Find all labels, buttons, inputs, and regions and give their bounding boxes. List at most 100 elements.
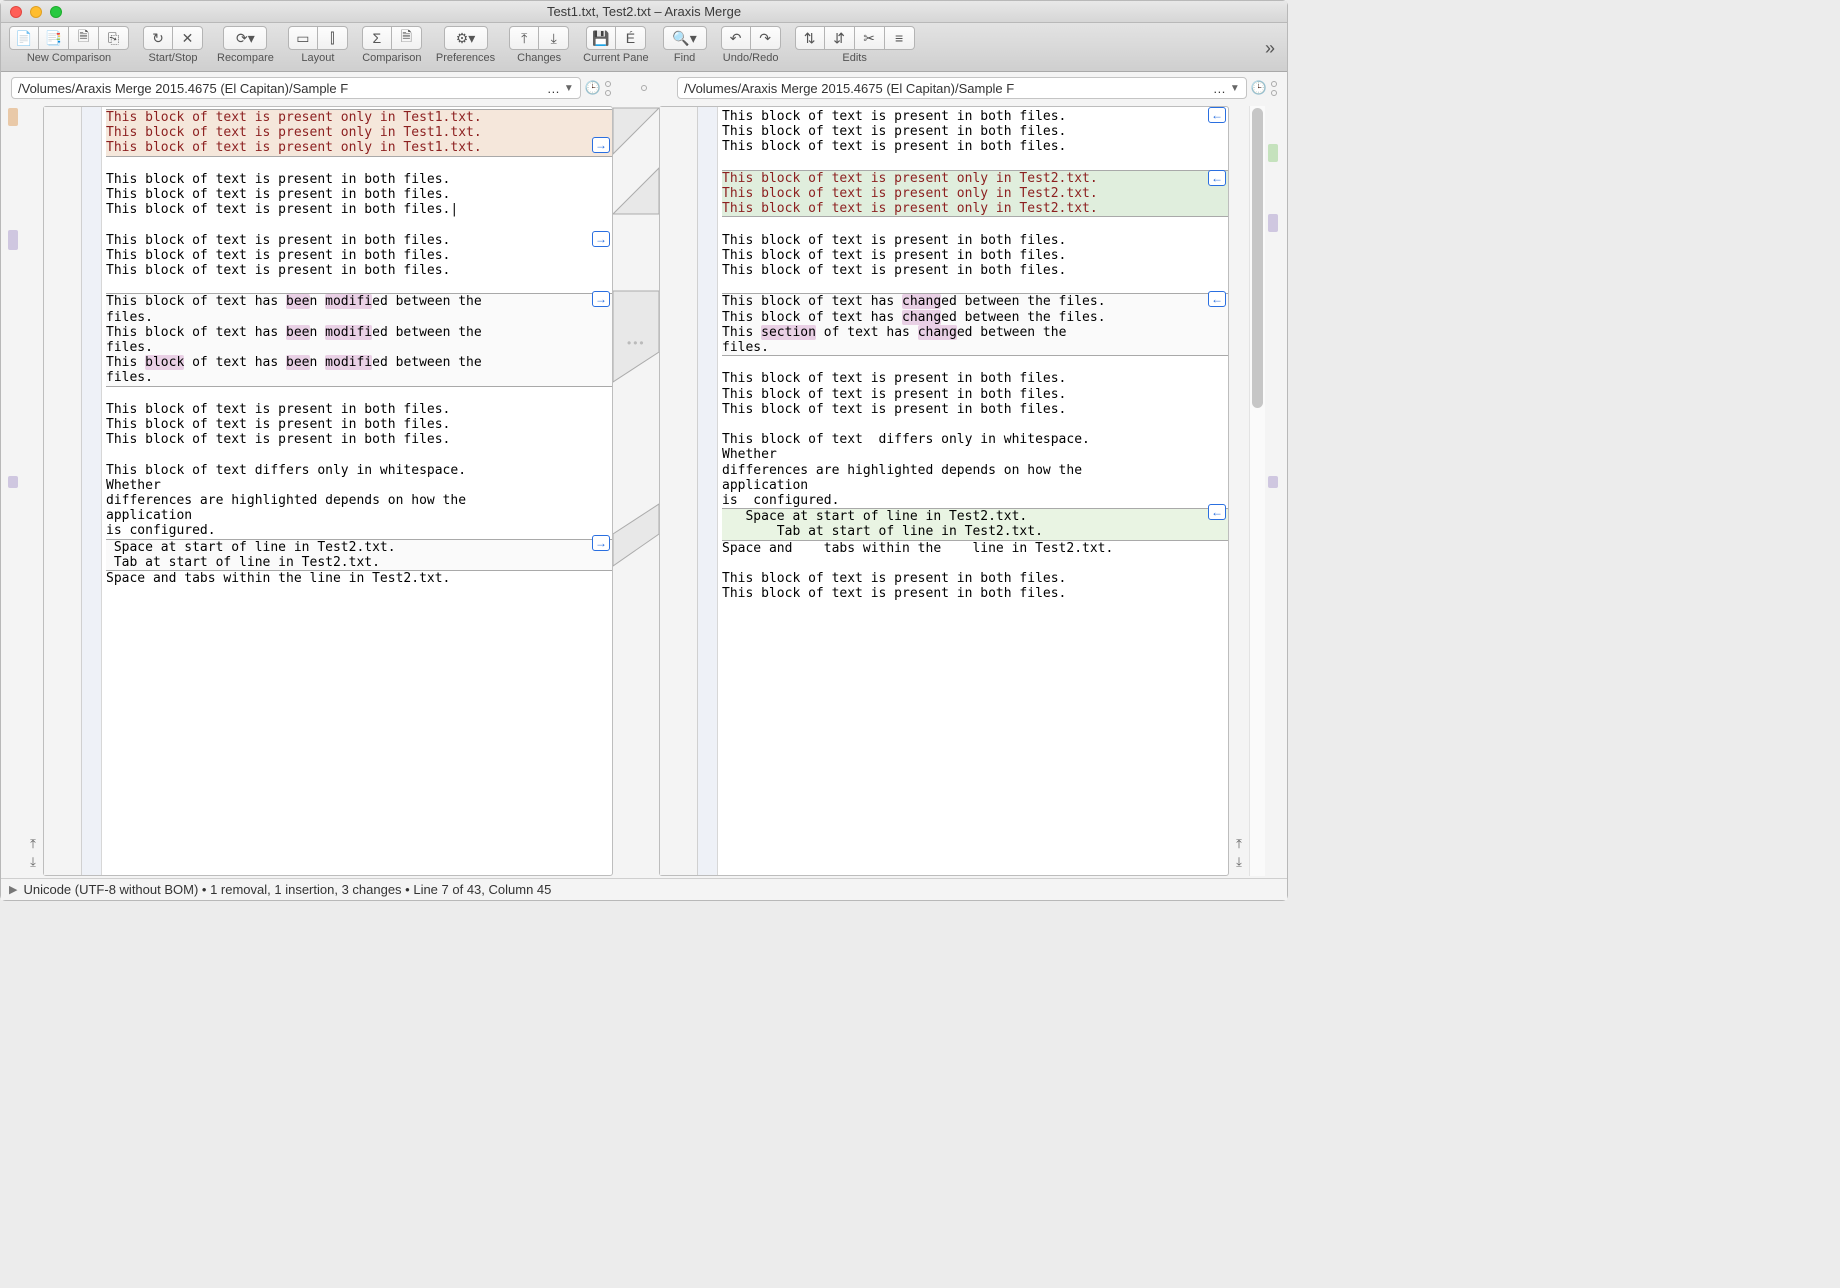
code-line <box>722 417 1228 432</box>
merge-left-button[interactable]: ← <box>1208 170 1226 186</box>
title-bar: Test1.txt, Test2.txt – Araxis Merge <box>1 1 1287 23</box>
toolbar-label: Edits <box>842 52 866 64</box>
find-button[interactable]: 🔍▾ <box>663 26 707 50</box>
edit-tool-4[interactable]: ≡ <box>885 26 915 50</box>
edit-tool-2[interactable]: ⇵ <box>825 26 855 50</box>
code-line: This block of text is present in both fi… <box>722 263 1228 278</box>
edit-button[interactable]: É <box>616 26 646 50</box>
start-button[interactable]: ↻ <box>143 26 173 50</box>
merge-left-button[interactable]: ← <box>1208 291 1226 307</box>
left-nav-column: ⤒ ⤓ <box>23 106 43 876</box>
toolbar-label: Layout <box>301 52 334 64</box>
code-line <box>106 157 612 172</box>
new-binary-compare-button[interactable]: ⎘ <box>99 26 129 50</box>
save-button[interactable]: 💾 <box>586 26 616 50</box>
next-change-button[interactable]: ⤓ <box>539 26 569 50</box>
code-line <box>106 217 612 232</box>
left-overview-strip[interactable] <box>5 106 23 876</box>
code-line: Tab at start of line in Test2.txt. <box>106 555 612 571</box>
new-text-compare-button[interactable]: 📄 <box>9 26 39 50</box>
prev-change-button[interactable]: ⤒ <box>509 26 539 50</box>
recompare-button[interactable]: ⟳▾ <box>223 26 267 50</box>
left-file-path-input[interactable]: /Volumes/Araxis Merge 2015.4675 (El Capi… <box>11 77 581 99</box>
edit-tool-3[interactable]: ✂ <box>855 26 885 50</box>
merge-right-button[interactable]: → <box>592 231 610 247</box>
code-line: Tab at start of line in Test2.txt. <box>722 524 1228 540</box>
code-line: This block of text is present only in Te… <box>722 201 1228 217</box>
nav-up-icon[interactable]: ⤒ <box>30 836 36 852</box>
redo-button[interactable]: ↷ <box>751 26 781 50</box>
code-line: This block of text has been modified bet… <box>106 325 612 340</box>
right-file-path-input[interactable]: /Volumes/Araxis Merge 2015.4675 (El Capi… <box>677 77 1247 99</box>
overview-marker[interactable] <box>1268 144 1278 162</box>
preferences-button[interactable]: ⚙▾ <box>444 26 488 50</box>
merge-right-button[interactable]: → <box>592 535 610 551</box>
code-line: This block of text is present in both fi… <box>722 109 1228 124</box>
code-line: This block of text is present in both fi… <box>106 402 612 417</box>
toolbar: 📄 📑 🗎 ⎘ New Comparison ↻ ✕ Start/Stop ⟳▾… <box>1 23 1287 72</box>
layout-vertical-button[interactable]: ⫿ <box>318 26 348 50</box>
code-line: This block of text is present in both fi… <box>106 417 612 432</box>
code-line: This block of text is present only in Te… <box>106 140 612 156</box>
overview-marker[interactable] <box>1268 214 1278 232</box>
window-title: Test1.txt, Test2.txt – Araxis Merge <box>1 4 1287 19</box>
left-editor[interactable]: This block of text is present only in Te… <box>102 107 612 588</box>
nav-down-icon[interactable]: ⤓ <box>1236 854 1242 870</box>
right-overview-strip[interactable] <box>1265 106 1283 876</box>
code-line: differences are highlighted depends on h… <box>722 463 1228 478</box>
toolbar-overflow-button[interactable]: » <box>1265 38 1275 59</box>
left-pane: This block of text is present only in Te… <box>43 106 613 876</box>
right-editor[interactable]: This block of text is present in both fi… <box>718 107 1228 604</box>
merge-left-button[interactable]: ← <box>1208 504 1226 520</box>
code-line: This block of text has changed between t… <box>722 293 1228 309</box>
link-panes-icon[interactable] <box>619 85 669 91</box>
right-scrollbar[interactable] <box>1249 106 1265 876</box>
nav-down-icon[interactable]: ⤓ <box>30 854 36 870</box>
merge-right-button[interactable]: → <box>592 291 610 307</box>
toolbar-label: Comparison <box>362 52 421 64</box>
center-connector: ••• <box>613 106 659 876</box>
new-folder-compare-button[interactable]: 📑 <box>39 26 69 50</box>
stop-button[interactable]: ✕ <box>173 26 203 50</box>
code-line <box>106 278 612 293</box>
code-line: This block of text has been modified bet… <box>106 355 612 370</box>
chevron-down-icon[interactable]: ▼ <box>564 83 574 94</box>
toolbar-label: Changes <box>517 52 561 64</box>
scrollbar-thumb[interactable] <box>1252 108 1263 408</box>
code-line: Space at start of line in Test2.txt. <box>106 539 612 555</box>
path-text: /Volumes/Araxis Merge 2015.4675 (El Capi… <box>684 81 1014 96</box>
code-line: This block of text is present in both fi… <box>106 248 612 263</box>
code-line: This block of text has changed between t… <box>722 310 1228 325</box>
code-line <box>722 217 1228 232</box>
disclosure-triangle-icon[interactable]: ▶ <box>9 883 17 896</box>
comparison-options-button[interactable]: 🗎 <box>392 26 422 50</box>
undo-button[interactable]: ↶ <box>721 26 751 50</box>
new-image-compare-button[interactable]: 🗎 <box>69 26 99 50</box>
code-line: This block of text has been modified bet… <box>106 293 612 309</box>
history-icon[interactable]: 🕒 <box>585 80 601 96</box>
code-line: This block of text differs only in white… <box>722 432 1228 447</box>
toolbar-label: Current Pane <box>583 52 648 64</box>
code-line <box>722 356 1228 371</box>
pane-options-icon[interactable] <box>1271 81 1277 96</box>
comparison-stats-button[interactable]: Σ <box>362 26 392 50</box>
overview-marker[interactable] <box>8 476 18 488</box>
overview-marker[interactable] <box>1268 476 1278 488</box>
code-line: This block of text is present in both fi… <box>722 402 1228 417</box>
code-line: This block of text is present in both fi… <box>722 233 1228 248</box>
merge-left-button[interactable]: ← <box>1208 107 1226 123</box>
chevron-down-icon[interactable]: ▼ <box>1230 83 1240 94</box>
code-line: This block of text is present in both fi… <box>106 432 612 447</box>
code-line: Whether <box>722 447 1228 462</box>
edit-tool-1[interactable]: ⇅ <box>795 26 825 50</box>
code-line: This block of text is present in both fi… <box>722 571 1228 586</box>
overview-marker[interactable] <box>8 230 18 250</box>
nav-up-icon[interactable]: ⤒ <box>1236 836 1242 852</box>
history-icon[interactable]: 🕒 <box>1251 80 1267 96</box>
overview-marker[interactable] <box>8 108 18 126</box>
code-line <box>722 278 1228 293</box>
merge-right-button[interactable]: → <box>592 137 610 153</box>
code-line: This block of text is present in both fi… <box>722 586 1228 601</box>
layout-horizontal-button[interactable]: ▭ <box>288 26 318 50</box>
pane-options-icon[interactable] <box>605 81 611 96</box>
